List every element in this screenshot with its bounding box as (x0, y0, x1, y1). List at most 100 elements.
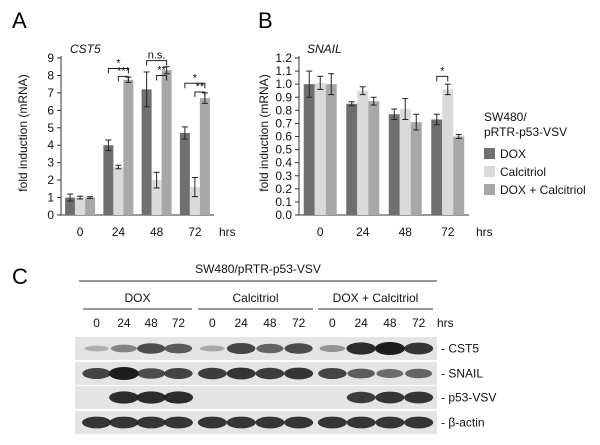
bar-calcitriol-48 (399, 109, 411, 215)
y-tick-label: 0.5 (275, 143, 292, 157)
bar-calcitriol-24 (113, 167, 124, 215)
blot-band (404, 391, 434, 404)
blot-band (197, 416, 227, 429)
x-tick-label: 24 (356, 225, 370, 239)
blot-band (256, 343, 284, 354)
y-axis-title-b: fold induction (mRNA) (257, 74, 271, 191)
y-tick-label: 0.3 (275, 169, 292, 183)
bar-dox-72 (179, 133, 190, 215)
bar-calcitriol-48 (151, 180, 162, 215)
significance-bracket (146, 60, 168, 66)
blot-band (318, 368, 347, 379)
blot-band (136, 416, 166, 429)
y-tick-label: 7 (47, 86, 54, 100)
x-tick-label: 0 (317, 225, 324, 239)
x-tick-label: 72 (441, 225, 455, 239)
blot-band (82, 416, 112, 429)
blot-membrane (75, 386, 437, 409)
legend-title-line2: pRTR-p53-VSV (484, 125, 567, 139)
blot-timepoint-label: 0 (209, 316, 216, 330)
y-tick-label: 0.1 (275, 195, 292, 209)
significance-label: * (193, 72, 198, 84)
blot-band (375, 416, 405, 429)
blot-timepoint-label: 48 (383, 316, 397, 330)
y-tick-label: 1.1 (275, 64, 292, 78)
significance-label: n.s. (148, 50, 166, 62)
bar-calcitriol-72 (442, 89, 454, 215)
blot-headers: DOX 0 24 48 72 Calcitriol 0 24 48 72 DOX + Calcitr… (83, 291, 433, 330)
bar-calcitriol-0 (314, 82, 326, 215)
bar-dox_calcitriol-24 (123, 79, 134, 215)
blot-band (226, 416, 256, 429)
blot-band (346, 416, 376, 429)
panel-letter-c: C (12, 264, 28, 289)
bar-calcitriol-24 (357, 90, 369, 215)
blot-timepoint-label: 0 (93, 316, 100, 330)
bar-dox_calcitriol-48 (161, 70, 172, 215)
y-tick-label: 4 (47, 138, 54, 152)
significance-label: ** (196, 81, 205, 93)
y-tick-label: 1 (47, 191, 54, 205)
blot-band (375, 391, 405, 404)
bar-dox_calcitriol-72 (199, 98, 210, 215)
x-tick-label: 24 (112, 225, 126, 239)
x-tick-label: 72 (188, 225, 202, 239)
blot-unit: hrs (437, 316, 454, 330)
y-tick-label: 1.2 (275, 51, 292, 65)
x-tick-label: 48 (399, 225, 413, 239)
blot-band (163, 391, 194, 404)
y-tick-label: 0.7 (275, 116, 292, 130)
blot-band (164, 343, 193, 354)
bar-dox_calcitriol-0 (85, 197, 96, 215)
x-unit-b: hrs (476, 225, 493, 239)
blot-timepoint-label: 24 (234, 316, 248, 330)
blot-row-label: - SNAIL (441, 367, 483, 381)
blot-band (374, 342, 405, 355)
legend-items: DOX Calcitriol DOX + Calcitriol (484, 147, 586, 197)
blot-band (284, 343, 313, 354)
y-tick-label: 6 (47, 103, 54, 117)
blot-band (346, 342, 376, 355)
y-tick-label: 0.0 (275, 208, 292, 222)
blot-membrane (75, 337, 437, 360)
y-tick-label: 0.6 (275, 130, 292, 144)
legend-swatch-dox (484, 148, 495, 159)
blot-band (84, 345, 109, 352)
blot-group-label: DOX + Calcitriol (333, 291, 419, 305)
bar-dox_calcitriol-48 (410, 122, 422, 215)
bar-dox-48 (141, 89, 152, 215)
y-tick-label: 3 (47, 156, 54, 170)
blot-band (136, 391, 166, 404)
x-unit-a: hrs (219, 225, 236, 239)
blot-band (319, 345, 346, 352)
significance-label: * (440, 65, 445, 77)
blot-band (110, 344, 137, 353)
blot-band (404, 368, 433, 379)
blot-band (284, 367, 314, 380)
y-tick-label: 0.8 (275, 103, 292, 117)
blot-timepoint-label: 24 (117, 316, 131, 330)
legend: SW480/ pRTR-p53-VSV DOX Calcitriol DOX + C… (484, 110, 586, 197)
blot-band (197, 367, 227, 380)
bar-dox-72 (431, 119, 443, 215)
blot-band (163, 416, 193, 429)
blot-group-label: DOX (124, 291, 150, 305)
blot-band (226, 343, 256, 354)
blot-timepoint-label: 48 (144, 316, 158, 330)
significance-label: * (116, 57, 121, 69)
blot-band (404, 342, 434, 355)
bar-dox-24 (103, 145, 114, 215)
panel-letter-a: A (12, 8, 27, 33)
bar-dox-24 (346, 103, 358, 215)
blot-cell-line: SW480/pRTR-p53-VSV (195, 262, 321, 276)
blot-timepoint-label: 48 (263, 316, 277, 330)
significance-bracket (184, 82, 206, 89)
significance-label: *** (117, 65, 131, 77)
legend-title-line1: SW480/ (484, 110, 527, 124)
blot-rows: - CST5 - SNAIL - p53-VSV - β-actin (75, 337, 496, 434)
gene-label-cst5: CST5 (70, 42, 101, 56)
blot-band (109, 391, 139, 404)
y-tick-label: 5 (47, 121, 54, 135)
legend-label-dox_calcitriol: DOX + Calcitriol (500, 183, 586, 197)
